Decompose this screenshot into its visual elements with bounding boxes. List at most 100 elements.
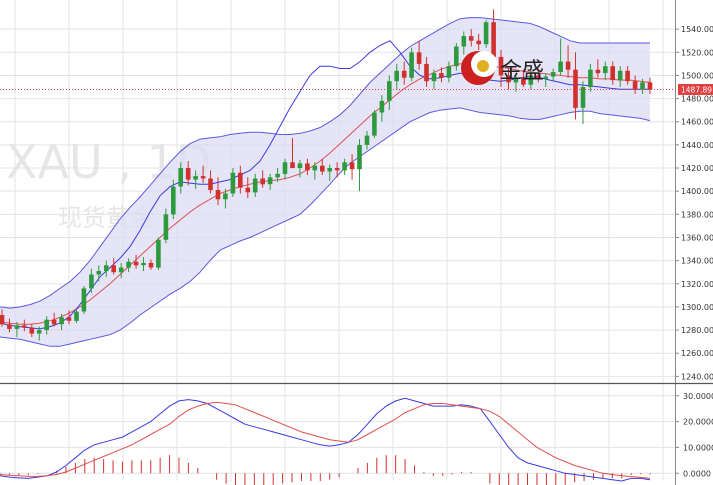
candle-body	[573, 69, 578, 108]
candle	[36, 326, 42, 341]
brand-name: 金盛	[500, 59, 544, 84]
macd-panel: 0.0000 10.0000 20.0000 30.0000	[0, 392, 713, 485]
candle-body	[640, 82, 645, 90]
candle	[364, 131, 370, 150]
candle	[588, 63, 593, 92]
candle	[357, 139, 362, 192]
candle	[528, 70, 534, 90]
candle-body	[394, 70, 399, 82]
candle	[603, 61, 608, 81]
macd-y-tick-label: 30.0000	[683, 392, 713, 401]
candle-body	[267, 177, 273, 185]
candle-body	[588, 69, 593, 88]
candle-body	[446, 66, 452, 78]
candle-body	[200, 176, 206, 179]
candle-body	[401, 70, 407, 78]
candle	[372, 110, 377, 138]
candle-body	[461, 36, 467, 47]
candle-body	[312, 165, 318, 171]
y-tick-label: 1340.00	[681, 257, 713, 266]
candle	[461, 31, 467, 55]
bollinger-middle-line	[0, 63, 651, 325]
candle-body	[387, 81, 392, 101]
candle	[416, 40, 422, 70]
candle-body	[7, 324, 12, 329]
candle-body	[513, 77, 519, 83]
candle	[424, 56, 429, 88]
candle	[454, 43, 459, 71]
candle-body	[431, 73, 437, 82]
candle-body	[238, 172, 243, 188]
candle-body	[178, 168, 183, 187]
candle	[379, 95, 385, 122]
candle-body	[595, 69, 601, 74]
candle-body	[208, 178, 213, 191]
candle	[580, 81, 586, 125]
macd-y-tick-label: 20.0000	[683, 418, 713, 427]
candle	[401, 61, 407, 85]
candle	[610, 61, 615, 85]
candle	[193, 170, 198, 189]
candle	[252, 173, 258, 197]
candle-body	[565, 61, 571, 70]
candle-body	[476, 40, 481, 45]
candle	[89, 268, 94, 294]
candle	[156, 237, 161, 270]
candle	[111, 258, 116, 275]
candle	[506, 68, 511, 90]
candle-body	[141, 262, 146, 266]
candle	[468, 29, 474, 47]
candle-body	[275, 173, 280, 178]
candle-body	[156, 239, 161, 268]
candle-body	[36, 330, 42, 334]
candle-body	[342, 162, 347, 171]
candle-body	[327, 168, 332, 172]
candle	[104, 260, 109, 277]
candle	[521, 69, 526, 88]
candle	[215, 177, 221, 206]
y-tick-label: 1460.00	[681, 118, 713, 127]
candle	[349, 154, 355, 180]
candle	[81, 286, 87, 314]
candle	[267, 173, 273, 191]
candle	[74, 309, 79, 324]
candle	[565, 45, 571, 78]
y-tick-label: 1320.00	[681, 280, 713, 289]
candle	[334, 162, 340, 178]
candle-body	[0, 315, 5, 325]
candle-body	[111, 265, 116, 273]
candle	[282, 158, 288, 180]
candle-body	[89, 274, 94, 289]
candle	[260, 170, 265, 188]
candle	[96, 265, 102, 282]
candle	[394, 63, 399, 90]
bollinger-fill	[0, 17, 650, 347]
candle	[632, 75, 638, 94]
candle	[51, 312, 57, 327]
candle-body	[424, 63, 429, 82]
candle-body	[282, 162, 288, 174]
candle-body	[334, 168, 340, 171]
candle-body	[245, 187, 251, 193]
bollinger-lower-line	[0, 107, 651, 347]
last-price-label: 1487.89	[681, 85, 712, 94]
candle	[297, 159, 303, 178]
candle-body	[185, 168, 191, 180]
candle-body	[215, 190, 221, 200]
y-tick-label: 1280.00	[681, 326, 713, 335]
candle-body	[536, 75, 541, 79]
y-tick-label: 1260.00	[681, 349, 713, 358]
logo-coin-icon	[477, 60, 489, 72]
candle	[431, 69, 437, 90]
candle	[320, 158, 325, 175]
candle	[439, 67, 444, 83]
brand-logo: 金盛	[461, 51, 544, 85]
candle	[342, 158, 347, 175]
candle	[312, 162, 318, 180]
candle-body	[580, 87, 586, 108]
candle	[230, 168, 236, 197]
candle-body	[81, 288, 87, 312]
candle-body	[483, 22, 489, 45]
